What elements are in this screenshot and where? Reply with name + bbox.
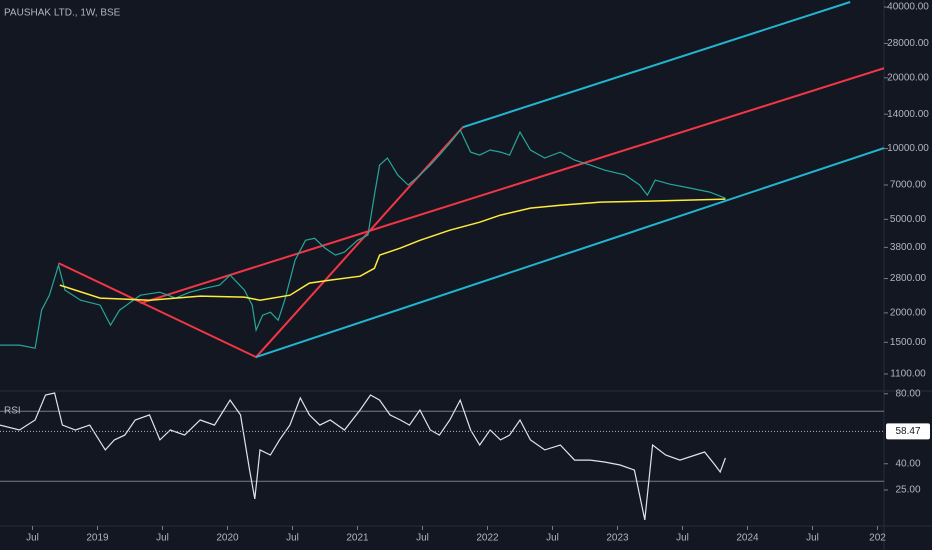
x-tick-label: 2023 [606, 533, 629, 544]
chart-title: PAUSHAK LTD., 1W, BSE [4, 8, 121, 19]
price-pane [0, 1, 884, 359]
x-tick-label: 2021 [346, 533, 369, 544]
x-tick-label: 202 [869, 533, 886, 544]
y-tick-label: 80.00 [895, 388, 920, 399]
y-tick-label: 14000.00 [887, 109, 929, 120]
y-tick-label: 10000.00 [887, 143, 929, 154]
rsi-title: RSI [4, 406, 21, 417]
trend-line [255, 147, 884, 359]
x-tick-label: 2024 [736, 533, 759, 544]
y-tick-label: 3800.00 [890, 242, 927, 253]
y-tick-label: 20000.00 [887, 72, 929, 83]
y-tick-label: 28000.00 [887, 38, 929, 49]
x-tick-label: Jul [286, 533, 299, 544]
y-tick-label: 1100.00 [890, 369, 926, 380]
y-tick-label: 1500.00 [890, 337, 927, 348]
y-tick-label: 2800.00 [890, 273, 927, 284]
x-tick-label: Jul [676, 533, 689, 544]
y-tick-label: 40000.00 [887, 2, 929, 13]
last-value-label: 58.47 [895, 426, 920, 437]
x-tick-label: Jul [416, 533, 429, 544]
y-tick-label: 25.00 [895, 485, 920, 496]
trend-line [140, 67, 884, 305]
y-tick-label: 40.00 [895, 458, 920, 469]
rsi-pane [0, 392, 884, 521]
y-tick-label: 7000.00 [890, 180, 927, 191]
x-tick-label: Jul [26, 533, 39, 544]
series-line [59, 198, 726, 301]
series-line [0, 392, 726, 521]
x-tick-label: 2020 [216, 533, 239, 544]
last-value-box [886, 423, 930, 440]
y-tick-label: 5000.00 [890, 214, 927, 225]
x-tick-label: Jul [806, 533, 819, 544]
series-line [0, 128, 726, 349]
x-tick-label: Jul [546, 533, 559, 544]
x-tick-label: 2019 [86, 533, 109, 544]
trend-line [462, 1, 851, 129]
y-tick-label: 2000.00 [890, 308, 927, 319]
x-tick-label: Jul [156, 533, 169, 544]
axes: 40000.00 28000.00 20000.00 14000.00 10000.00… [26, 2, 930, 544]
x-tick-label: 2022 [476, 533, 499, 544]
